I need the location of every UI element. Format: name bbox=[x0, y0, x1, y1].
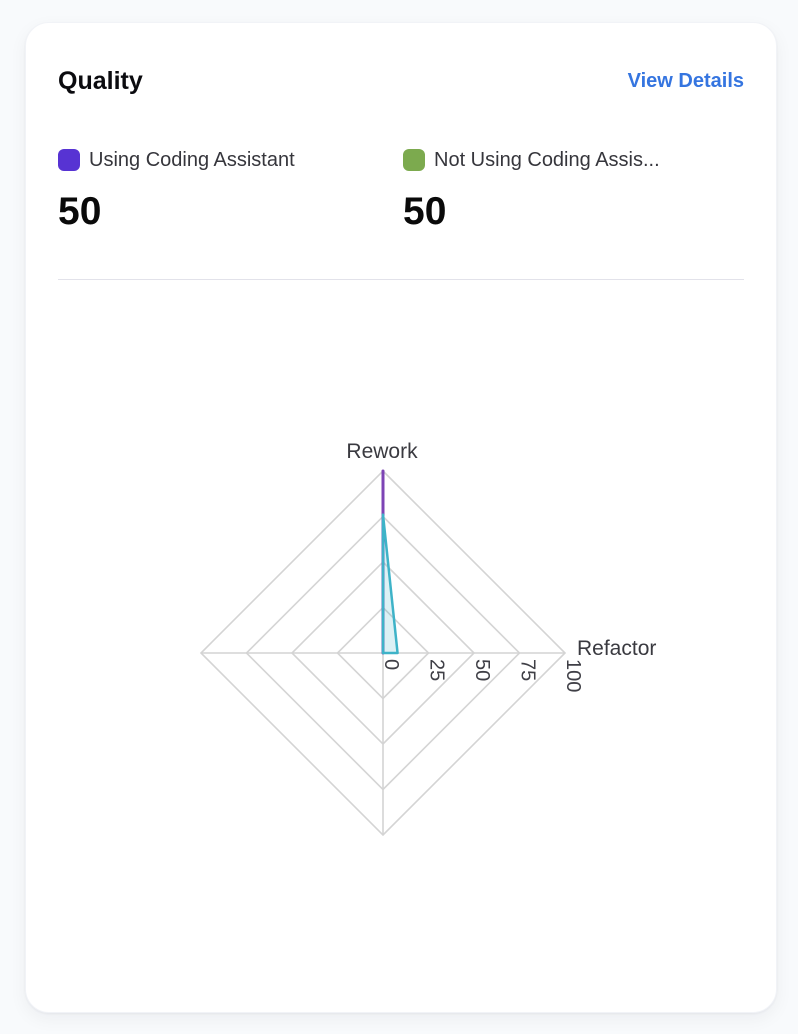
legend-value: 50 bbox=[58, 190, 102, 233]
legend-label: Not Using Coding Assis... bbox=[434, 149, 660, 171]
divider bbox=[58, 279, 744, 280]
legend: Using Coding Assistant 50 Not Using Codi… bbox=[58, 147, 744, 235]
legend-label: Using Coding Assistant bbox=[89, 149, 295, 171]
view-details-link[interactable]: View Details bbox=[627, 70, 744, 92]
legend-item: Not Using Coding Assis... 50 bbox=[403, 147, 744, 235]
legend-item: Using Coding Assistant 50 bbox=[58, 147, 399, 235]
legend-swatch-green bbox=[403, 149, 425, 171]
legend-swatch-purple bbox=[58, 149, 80, 171]
card-header: Quality View Details bbox=[58, 65, 744, 97]
legend-value: 50 bbox=[403, 190, 447, 233]
quality-card: Quality View Details Using Coding Assist… bbox=[25, 22, 777, 1013]
card-title: Quality bbox=[58, 67, 143, 95]
